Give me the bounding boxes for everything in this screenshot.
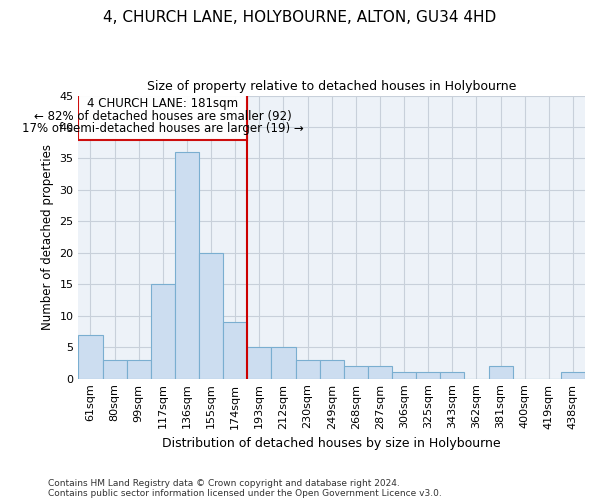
- X-axis label: Distribution of detached houses by size in Holybourne: Distribution of detached houses by size …: [163, 437, 501, 450]
- Bar: [175, 152, 199, 378]
- Bar: [103, 360, 127, 378]
- Text: Contains public sector information licensed under the Open Government Licence v3: Contains public sector information licen…: [48, 488, 442, 498]
- Bar: [296, 360, 320, 378]
- Text: Contains HM Land Registry data © Crown copyright and database right 2024.: Contains HM Land Registry data © Crown c…: [48, 478, 400, 488]
- Bar: [223, 322, 247, 378]
- Bar: [247, 347, 271, 378]
- Bar: [440, 372, 464, 378]
- Bar: [79, 334, 103, 378]
- Bar: [416, 372, 440, 378]
- Bar: [561, 372, 585, 378]
- Text: 4, CHURCH LANE, HOLYBOURNE, ALTON, GU34 4HD: 4, CHURCH LANE, HOLYBOURNE, ALTON, GU34 …: [103, 10, 497, 25]
- Bar: [392, 372, 416, 378]
- Bar: [79, 92, 247, 140]
- Text: 4 CHURCH LANE: 181sqm: 4 CHURCH LANE: 181sqm: [87, 96, 238, 110]
- Bar: [271, 347, 296, 378]
- Bar: [320, 360, 344, 378]
- Bar: [151, 284, 175, 378]
- Bar: [127, 360, 151, 378]
- Text: 17% of semi-detached houses are larger (19) →: 17% of semi-detached houses are larger (…: [22, 122, 304, 136]
- Y-axis label: Number of detached properties: Number of detached properties: [41, 144, 54, 330]
- Bar: [344, 366, 368, 378]
- Bar: [368, 366, 392, 378]
- Text: ← 82% of detached houses are smaller (92): ← 82% of detached houses are smaller (92…: [34, 110, 292, 122]
- Bar: [199, 253, 223, 378]
- Bar: [488, 366, 512, 378]
- Title: Size of property relative to detached houses in Holybourne: Size of property relative to detached ho…: [147, 80, 517, 93]
